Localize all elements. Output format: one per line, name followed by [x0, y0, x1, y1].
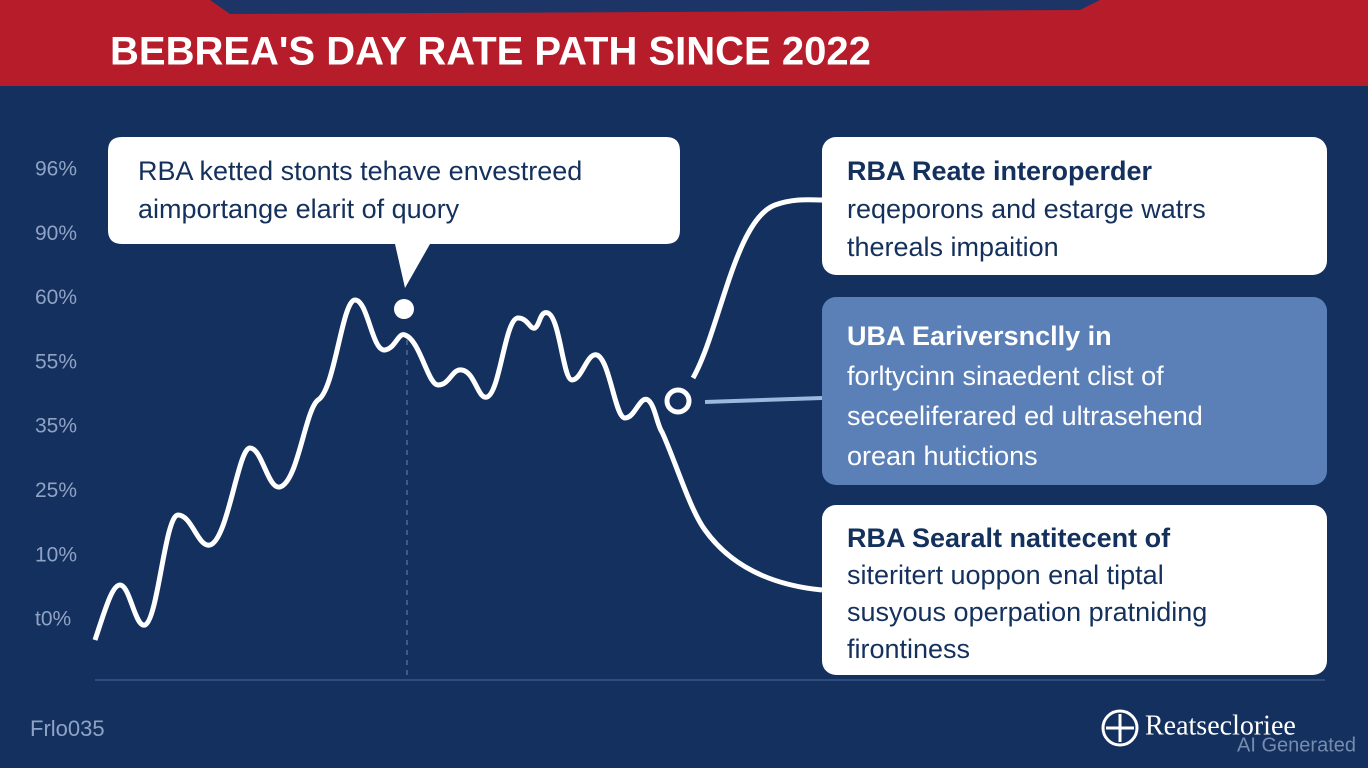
- y-axis-label: 96%: [35, 158, 77, 181]
- callout-text: seceeliferared ed ultrasehend: [847, 401, 1203, 431]
- callout-text: reqeporons and estarge watrs: [847, 194, 1206, 224]
- brand-name: Reatsecloriee: [1145, 710, 1296, 741]
- brand-icon: [1106, 714, 1134, 742]
- callout-text: RBA Searalt natitecent of: [847, 523, 1171, 553]
- callouts: RBA ketted stonts tehave envestreed aimpo…: [138, 156, 1207, 664]
- rate-line: [92, 297, 823, 641]
- y-axis-label: 90%: [35, 222, 77, 245]
- highlight-point: [664, 387, 692, 415]
- callout-text: thereals impaition: [847, 232, 1059, 262]
- y-axis-label: 55%: [35, 350, 77, 373]
- callout-text: forltycinn sinaedent clist of: [847, 361, 1164, 391]
- callout-box: [822, 137, 1327, 275]
- callout-box: [108, 137, 680, 288]
- connector-line: [704, 396, 823, 404]
- highlight-point: [394, 299, 414, 319]
- y-axis-label: t0%: [35, 608, 71, 631]
- callout-text: RBA Reate interoperder: [847, 156, 1153, 186]
- callout-text: orean hutictions: [847, 441, 1038, 471]
- callout-text: UBA Eariversnclly in: [847, 321, 1112, 351]
- callout-box: [822, 297, 1327, 485]
- callout-text: susyous operpation pratniding: [847, 597, 1207, 627]
- connector-line: [690, 197, 823, 380]
- y-axis-label: 25%: [35, 479, 77, 502]
- y-axis-label: 60%: [35, 286, 77, 309]
- callout-text: aimportange elarit of quory: [138, 194, 460, 224]
- footer-code: Frlo035: [30, 716, 105, 741]
- brand-icon: [1101, 709, 1139, 747]
- callout-text: siteritert uoppon enal tiptal: [847, 560, 1164, 590]
- callout-box: [822, 505, 1327, 675]
- header-stripe: [210, 0, 1100, 14]
- callout-text: RBA ketted stonts tehave envestreed: [138, 156, 582, 186]
- title: BEBREA'S DAY RATE PATH SINCE 2022: [110, 30, 871, 74]
- callout-text: firontiness: [847, 634, 970, 664]
- y-axis-label: 10%: [35, 543, 77, 566]
- y-axis-label: 35%: [35, 415, 77, 438]
- y-axis: 96% 90% 60% 55% 35% 25% 10% t0%: [35, 158, 77, 631]
- header-band: [0, 0, 1368, 86]
- watermark: AI Generated: [1237, 734, 1356, 756]
